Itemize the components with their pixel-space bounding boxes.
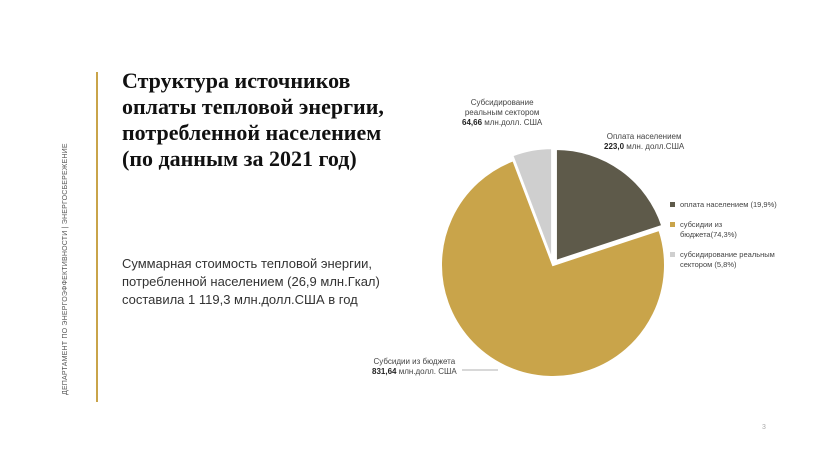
label-population-value-line: 223,0 млн. долл.США xyxy=(604,142,684,152)
label-real-sector-title: Субсидирование xyxy=(470,98,534,107)
legend-item-population: оплата населением (19,9%) xyxy=(670,200,790,210)
label-budget-title: Субсидии из бюджета xyxy=(373,357,456,366)
summary-text: Суммарная стоимость тепловой энергии, по… xyxy=(122,255,412,309)
accent-divider xyxy=(96,72,98,402)
pie-slice-0 xyxy=(554,147,664,263)
legend-label: оплата населением (19,9%) xyxy=(680,200,777,209)
pie-slices xyxy=(440,147,666,378)
pie-slice-1 xyxy=(440,159,666,378)
title-line: оплаты тепловой энергии, xyxy=(122,94,384,119)
legend-label: субсидирование реальным сектором (5,8%) xyxy=(680,250,775,269)
label-population-title: Оплата населением xyxy=(606,132,682,141)
label-real-sector-title2: реальным сектором xyxy=(464,108,540,117)
summary-line: потребленной населением (26,9 млн.Гкал) xyxy=(122,274,380,289)
label-population-value: 223,0 xyxy=(604,142,625,151)
pie-slice-2 xyxy=(511,147,554,261)
title-line: Структура источников xyxy=(122,68,351,93)
label-real-sector: Субсидирование реальным сектором 64,66 м… xyxy=(462,98,542,128)
legend-item-real-sector: субсидирование реальным сектором (5,8%) xyxy=(670,250,790,270)
summary-line: составила 1 119,3 млн.долл.США в год xyxy=(122,292,358,307)
legend-swatch xyxy=(670,222,675,227)
label-budget-value: 831,64 xyxy=(372,367,397,376)
legend-label: субсидии из бюджета(74,3%) xyxy=(680,220,737,239)
label-real-sector-value-line: 64,66 млн.долл. США xyxy=(462,118,542,128)
slide-title: Структура источников оплаты тепловой эне… xyxy=(122,68,422,172)
legend-swatch xyxy=(670,252,675,257)
label-budget-unit: млн.долл. США xyxy=(396,367,457,376)
legend-item-budget: субсидии из бюджета(74,3%) xyxy=(670,220,790,240)
chart-legend: оплата населением (19,9%) субсидии из бю… xyxy=(670,200,790,280)
page-number: 3 xyxy=(762,424,766,431)
label-budget: Субсидии из бюджета 831,64 млн.долл. США xyxy=(372,357,457,377)
title-line: потребленной населением xyxy=(122,120,382,145)
label-real-sector-value: 64,66 xyxy=(462,118,483,127)
summary-line: Суммарная стоимость тепловой энергии, xyxy=(122,256,372,271)
legend-swatch xyxy=(670,202,675,207)
title-line: (по данным за 2021 год) xyxy=(122,146,357,171)
label-population-unit: млн. долл.США xyxy=(624,142,685,151)
label-real-sector-unit: млн.долл. США xyxy=(482,118,543,127)
label-population: Оплата населением 223,0 млн. долл.США xyxy=(604,132,684,152)
label-budget-value-line: 831,64 млн.долл. США xyxy=(372,367,457,377)
